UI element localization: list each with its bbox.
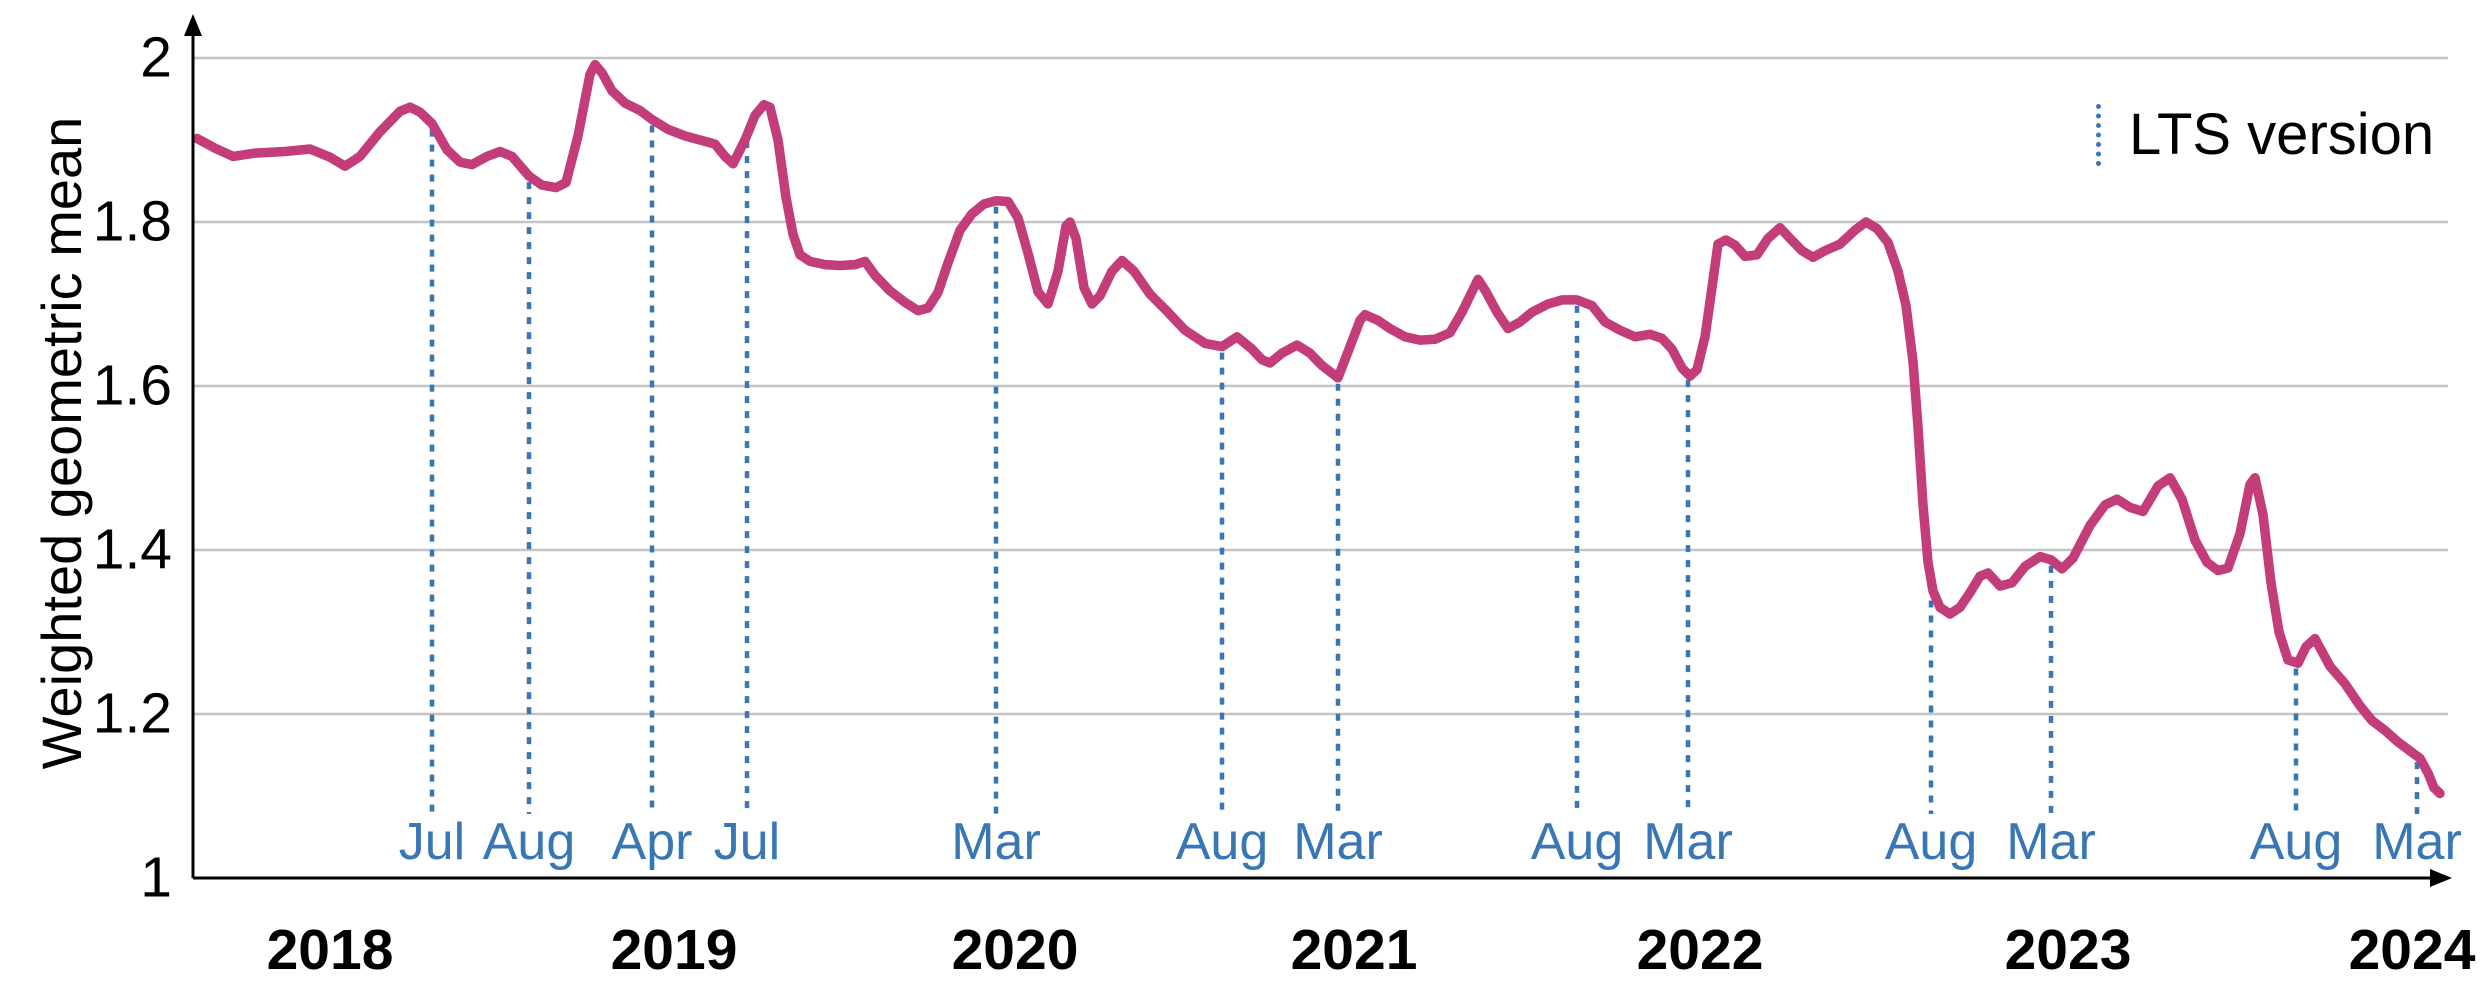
legend: LTS version [2096,104,2434,166]
lts-month-label: Mar [2372,813,2462,871]
lts-month-label: Jul [713,813,781,871]
lts-month-label: Aug [1175,813,1269,871]
x-axis-arrow [2430,869,2452,887]
legend-label: LTS version [2129,102,2435,167]
dotted-vertical-line-icon [2096,104,2101,166]
y-tick-label: 1.2 [92,681,172,746]
series-line [192,59,2445,799]
year-label: 2021 [1290,918,1418,982]
year-label: 2023 [2004,918,2132,982]
lts-month-label: Aug [2249,813,2343,871]
lts-month-label: Mar [1293,813,1383,871]
lts-month-label: Jul [398,813,466,871]
y-tick-label: 1.6 [92,353,172,418]
lts-month-label: Mar [951,813,1041,871]
lts-month-label: Aug [1530,813,1624,871]
lts-month-label: Aug [482,813,576,871]
lts-month-label: Aug [1884,813,1978,871]
year-label: 2022 [1636,918,1764,982]
y-tick-label: 1.8 [92,189,172,254]
y-axis-arrow [184,14,202,36]
year-label: 2019 [610,918,738,982]
lts-month-label: Apr [611,813,693,871]
lts-month-label: Mar [1643,813,1733,871]
lts-month-label: Mar [2006,813,2096,871]
y-tick-label: 2 [140,25,172,90]
y-tick-label: 1 [140,845,172,910]
year-label: 2020 [951,918,1079,982]
year-label: 2024 [2348,918,2476,982]
y-tick-label: 1.4 [92,517,172,582]
year-label: 2018 [266,918,394,982]
